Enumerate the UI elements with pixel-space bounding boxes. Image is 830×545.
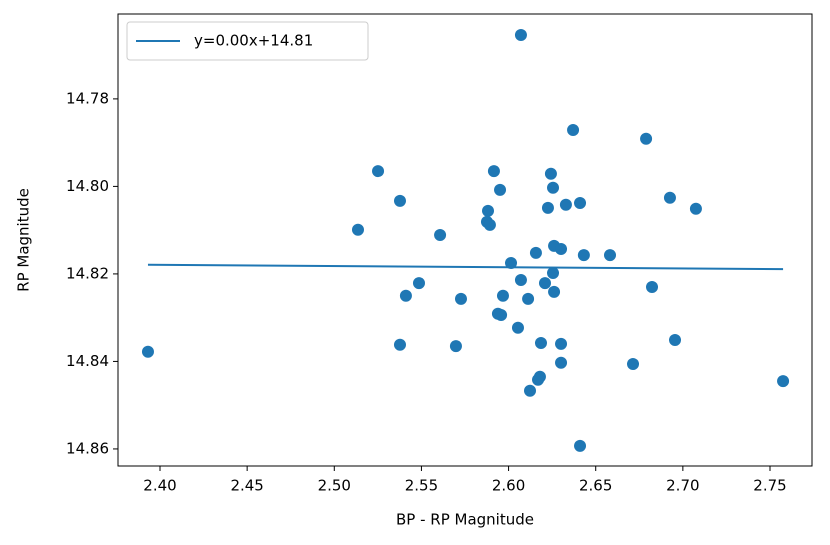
scatter-point	[627, 358, 640, 371]
x-tick-label: 2.40	[143, 477, 176, 495]
scatter-point	[547, 267, 560, 280]
scatter-point	[524, 384, 537, 397]
x-tick-label: 2.75	[753, 477, 786, 495]
legend-label: y=0.00x+14.81	[194, 32, 313, 50]
y-tick-label: 14.80	[66, 177, 109, 195]
scatter-point	[567, 123, 580, 136]
scatter-point	[141, 345, 154, 358]
scatter-point	[663, 191, 676, 204]
scatter-point	[604, 249, 617, 262]
scatter-point	[689, 202, 702, 215]
scatter-point	[574, 197, 587, 210]
scatter-point	[482, 204, 495, 217]
scatter-point	[669, 333, 682, 346]
scatter-point	[372, 165, 385, 178]
y-tick-label: 14.84	[66, 352, 109, 370]
scatter-point	[777, 375, 790, 388]
scatter-point	[640, 132, 653, 145]
x-tick-label: 2.70	[666, 477, 699, 495]
legend-box	[126, 21, 369, 61]
scatter-point	[548, 285, 561, 298]
scatter-point	[483, 218, 496, 231]
scatter-point	[544, 167, 557, 180]
scatter-point	[454, 292, 467, 305]
scatter-point	[541, 201, 554, 214]
scatter-point	[393, 194, 406, 207]
x-tick-label: 2.55	[405, 477, 438, 495]
x-tick-label: 2.45	[230, 477, 263, 495]
x-axis-label: BP - RP Magnitude	[396, 511, 534, 529]
scatter-point	[496, 289, 509, 302]
scatter-point	[559, 198, 572, 211]
x-tick-label: 2.60	[492, 477, 525, 495]
scatter-point	[494, 183, 507, 196]
scatter-point	[529, 246, 542, 259]
x-tick-label: 2.50	[318, 477, 351, 495]
y-tick-label: 14.86	[66, 439, 109, 457]
scatter-point	[574, 439, 587, 452]
scatter-point	[538, 277, 551, 290]
scatter-point	[399, 289, 412, 302]
scatter-point	[555, 242, 568, 255]
scatter-point	[511, 321, 524, 334]
scatter-point	[514, 29, 527, 42]
scatter-point	[351, 223, 364, 236]
scatter-point	[412, 277, 425, 290]
y-tick-label: 14.82	[66, 264, 109, 282]
scatter-point	[577, 249, 590, 262]
scatter-point	[547, 181, 560, 194]
y-axis-label: RP Magnitude	[15, 188, 33, 292]
scatter-point	[487, 165, 500, 178]
fit-line	[147, 263, 784, 271]
scatter-point	[522, 292, 535, 305]
plot-frame	[117, 13, 813, 467]
scatter-point	[449, 340, 462, 353]
scatter-point	[495, 309, 508, 322]
x-tick-label: 2.65	[579, 477, 612, 495]
scatter-point	[393, 338, 406, 351]
y-tick-label: 14.78	[66, 89, 109, 107]
scatter-point	[555, 356, 568, 369]
scatter-point	[534, 337, 547, 350]
scatter-point	[434, 228, 447, 241]
scatter-point	[646, 281, 659, 294]
legend: y=0.00x+14.81	[126, 21, 369, 61]
scatter-point	[555, 337, 568, 350]
scatter-point	[532, 373, 545, 386]
scatter-point	[514, 274, 527, 287]
scatter-point	[505, 256, 518, 269]
